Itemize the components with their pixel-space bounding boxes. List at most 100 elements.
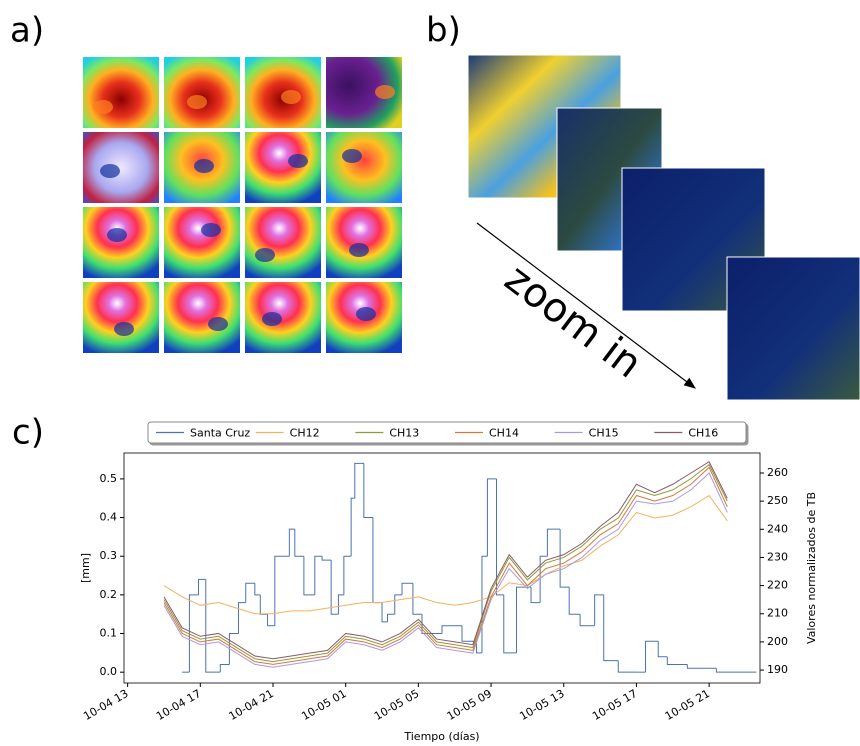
step-segment (421, 614, 442, 635)
x-tick-label: 10-05 01 (299, 687, 348, 723)
step-segment (603, 594, 619, 662)
x-tick-label: 10-04 13 (81, 687, 130, 723)
y2-tick-label: 240 (767, 522, 788, 535)
step-segment (539, 555, 548, 603)
tile-blob (208, 317, 228, 331)
y2-tick-label: 200 (767, 635, 788, 648)
satellite-tile (245, 282, 321, 353)
satellite-tile (245, 57, 321, 128)
plot-frame (123, 452, 761, 684)
satellite-tile (83, 132, 159, 203)
step-segment (546, 528, 561, 557)
step-segment (486, 478, 497, 557)
satellite-tile (326, 207, 402, 278)
step-segment (219, 663, 230, 673)
panel-label: b) (426, 11, 461, 51)
x-tick-label: 10-05 13 (517, 687, 566, 723)
step-segment (666, 656, 688, 665)
series-line (163, 494, 728, 615)
step-segment (228, 633, 239, 665)
step-segment (503, 594, 517, 654)
satellite-tile (245, 207, 321, 278)
tile-blob (107, 228, 127, 242)
step-segment (686, 664, 717, 669)
x-tick-label: 10-04 17 (154, 687, 203, 723)
step-segment (381, 602, 388, 623)
panel-label: c) (12, 413, 44, 453)
x-tick-label: 10-05 21 (663, 687, 712, 723)
step-segment (386, 613, 395, 622)
step-segment (294, 529, 304, 557)
legend-label: CH16 (688, 427, 718, 440)
y-tick-label: 0.3 (100, 549, 118, 562)
step-segment (274, 555, 290, 626)
y-tick-label: 0.1 (100, 627, 118, 640)
step-segment (496, 478, 504, 596)
tile-blob (342, 149, 362, 163)
x-axis-label: Tiempo (días) (403, 730, 479, 743)
tile-blob (255, 248, 275, 262)
step-segment (237, 602, 246, 634)
satellite-tile (326, 132, 402, 203)
satellite-tile (164, 57, 240, 128)
step-segment (205, 579, 221, 673)
legend-box (147, 421, 747, 444)
chart: 0.0 0.1 0.2 0.3 0.4 0.5 190 200 210 220 230 240 250 2… (79, 421, 818, 743)
satellite-tile (83, 57, 159, 128)
step-segment (314, 555, 323, 595)
step-segment (476, 641, 482, 654)
step-segment (372, 517, 383, 604)
tile-blob (201, 223, 221, 237)
step-segment (401, 582, 413, 595)
step-segment (715, 668, 757, 673)
step-segment (559, 529, 570, 588)
step-segment (568, 587, 581, 615)
tile-blob (281, 90, 301, 104)
step-segment (594, 594, 604, 626)
series-line (163, 461, 728, 660)
legend-label: CH13 (389, 427, 419, 440)
step-segment (441, 625, 462, 634)
series-line (163, 466, 728, 665)
tile-blob (93, 100, 113, 114)
tile-blob (262, 312, 282, 326)
image-grid (83, 57, 402, 353)
step-segment (657, 641, 668, 658)
satellite-tile (245, 132, 321, 203)
y2-tick-label: 250 (767, 494, 788, 507)
legend-label: Santa Cruz (190, 427, 250, 440)
y-tick-label: 0.5 (100, 472, 118, 485)
tile-blob (187, 95, 207, 109)
y2-tick-label: 210 (767, 607, 788, 620)
tile-blob (349, 243, 369, 257)
step-segment (321, 556, 332, 561)
zoom-arrow (476, 222, 696, 389)
tile-blob (356, 307, 376, 321)
satellite-tile (83, 207, 159, 278)
step-segment (303, 556, 315, 596)
step-segment (343, 555, 352, 595)
y2-tick-label: 230 (767, 550, 788, 563)
legend-label: CH12 (290, 427, 320, 440)
satellite-image (726, 256, 860, 401)
step-segment (259, 594, 268, 615)
step-segment (267, 614, 275, 627)
panel-label: a) (10, 11, 44, 51)
y2-tick-label: 190 (767, 663, 788, 676)
legend-label: CH14 (489, 427, 519, 440)
tile-blob (100, 164, 120, 178)
step-segment (350, 497, 355, 557)
step-segment (254, 583, 261, 596)
step-segment (617, 660, 639, 673)
tile-blob (194, 159, 214, 173)
series-line (163, 472, 728, 668)
y2-tick-label: 220 (767, 579, 788, 592)
step-segment (188, 594, 199, 673)
x-tick-label: 10-05 17 (590, 687, 639, 723)
x-tick-label: 10-04 21 (227, 687, 276, 723)
step-segment (412, 583, 423, 615)
step-segment (198, 578, 206, 595)
x-tick-label: 10-05 05 (372, 687, 421, 723)
step-segment (363, 463, 373, 519)
